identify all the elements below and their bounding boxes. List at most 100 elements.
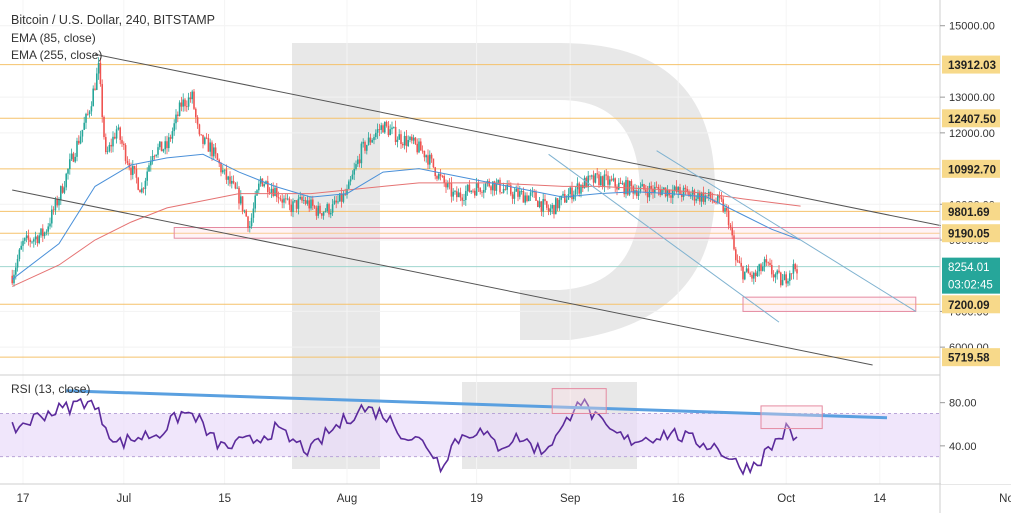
candle-up xyxy=(551,205,553,209)
candle-down xyxy=(436,176,438,179)
candle-down xyxy=(245,210,247,217)
candle-down xyxy=(740,262,742,267)
candle-up xyxy=(672,190,674,198)
candle-down xyxy=(364,141,366,151)
candle-down xyxy=(488,181,490,187)
candle-down xyxy=(121,139,123,144)
candle-up xyxy=(661,189,663,196)
candle-up xyxy=(393,126,395,128)
candle-down xyxy=(771,264,773,275)
candle-down xyxy=(301,197,303,201)
candle-up xyxy=(758,264,760,272)
candle-down xyxy=(202,134,204,144)
candle-up xyxy=(558,199,561,209)
candle-down xyxy=(241,196,244,212)
level-price-label: 10992.70 xyxy=(948,164,996,176)
rsi-trend-line xyxy=(66,389,888,420)
candle-up xyxy=(164,141,166,150)
candle-down xyxy=(681,193,683,198)
candle-down xyxy=(27,235,30,240)
candle-up xyxy=(376,129,379,133)
candle-up xyxy=(58,199,60,206)
candle-down xyxy=(645,189,647,193)
candle-down xyxy=(137,177,139,190)
candle-up xyxy=(506,184,508,190)
level-price-label: 7200.09 xyxy=(948,300,990,312)
candle-up xyxy=(519,191,521,197)
x-tick-label: 14 xyxy=(873,493,886,505)
candle-down xyxy=(225,169,228,180)
candle-down xyxy=(207,138,210,152)
candle-down xyxy=(414,137,417,144)
candle-up xyxy=(236,187,238,189)
candle-down xyxy=(430,154,433,159)
candle-up xyxy=(745,268,748,272)
candle-up xyxy=(594,173,597,183)
candle-down xyxy=(312,199,314,206)
candle-up xyxy=(465,191,467,201)
candle-up xyxy=(641,184,643,187)
candle-down xyxy=(133,165,136,169)
level-price-label: 12407.50 xyxy=(948,114,996,126)
candle-down xyxy=(405,135,408,147)
candle-up xyxy=(560,195,562,200)
candle-down xyxy=(664,187,667,197)
candle-up xyxy=(330,212,332,215)
candle-up xyxy=(495,182,498,191)
candle-down xyxy=(211,142,213,157)
candle-up xyxy=(303,200,305,201)
candle-down xyxy=(411,136,413,141)
candle-up xyxy=(76,140,78,157)
candle-up xyxy=(173,123,175,132)
candlesticks xyxy=(11,57,798,288)
candle-up xyxy=(250,217,253,227)
candle-down xyxy=(119,127,121,140)
candle-up xyxy=(175,114,177,124)
candle-down xyxy=(205,137,208,139)
candle-down xyxy=(598,174,600,186)
x-tick-label: Jul xyxy=(116,493,131,505)
level-price-tag xyxy=(942,109,1000,128)
candle-up xyxy=(70,153,73,160)
candle-up xyxy=(249,226,251,228)
chart-title: Bitcoin / U.S. Dollar, 240, BITSTAMP xyxy=(11,13,215,27)
candle-up xyxy=(231,180,233,184)
candle-up xyxy=(54,199,57,211)
candle-down xyxy=(319,205,321,214)
candle-up xyxy=(69,159,71,169)
rsi-tick-label: 80.00 xyxy=(949,398,977,410)
candle-down xyxy=(186,106,188,108)
candle-up xyxy=(717,195,719,203)
candle-up xyxy=(753,272,755,279)
candle-down xyxy=(511,194,514,199)
candle-down xyxy=(601,176,604,187)
candle-up xyxy=(74,156,76,162)
x-tick-label: 16 xyxy=(672,493,685,505)
candle-up xyxy=(396,139,399,143)
candle-up xyxy=(555,198,557,215)
candle-down xyxy=(402,143,404,146)
support-resistance-levels xyxy=(0,64,940,358)
candle-up xyxy=(380,125,382,130)
candle-down xyxy=(42,228,44,237)
candle-down xyxy=(760,264,762,271)
candle-down xyxy=(184,99,186,107)
candle-down xyxy=(675,186,678,192)
candle-down xyxy=(29,239,31,242)
candle-down xyxy=(733,235,735,250)
current-price-label: 8254.01 xyxy=(948,262,990,274)
price-axis: 15000.0013000.0012000.0010000.009000.007… xyxy=(940,0,1011,484)
candle-down xyxy=(619,182,622,184)
candle-up xyxy=(243,210,246,212)
candle-down xyxy=(290,204,292,213)
candle-down xyxy=(340,193,343,202)
candle-up xyxy=(258,183,260,191)
candle-down xyxy=(780,272,782,286)
candle-up xyxy=(115,129,118,139)
target-zone xyxy=(742,296,917,312)
candle-up xyxy=(612,178,615,181)
candle-down xyxy=(794,264,796,270)
candle-down xyxy=(335,200,337,203)
rsi-tick-label: 40.00 xyxy=(949,441,977,453)
